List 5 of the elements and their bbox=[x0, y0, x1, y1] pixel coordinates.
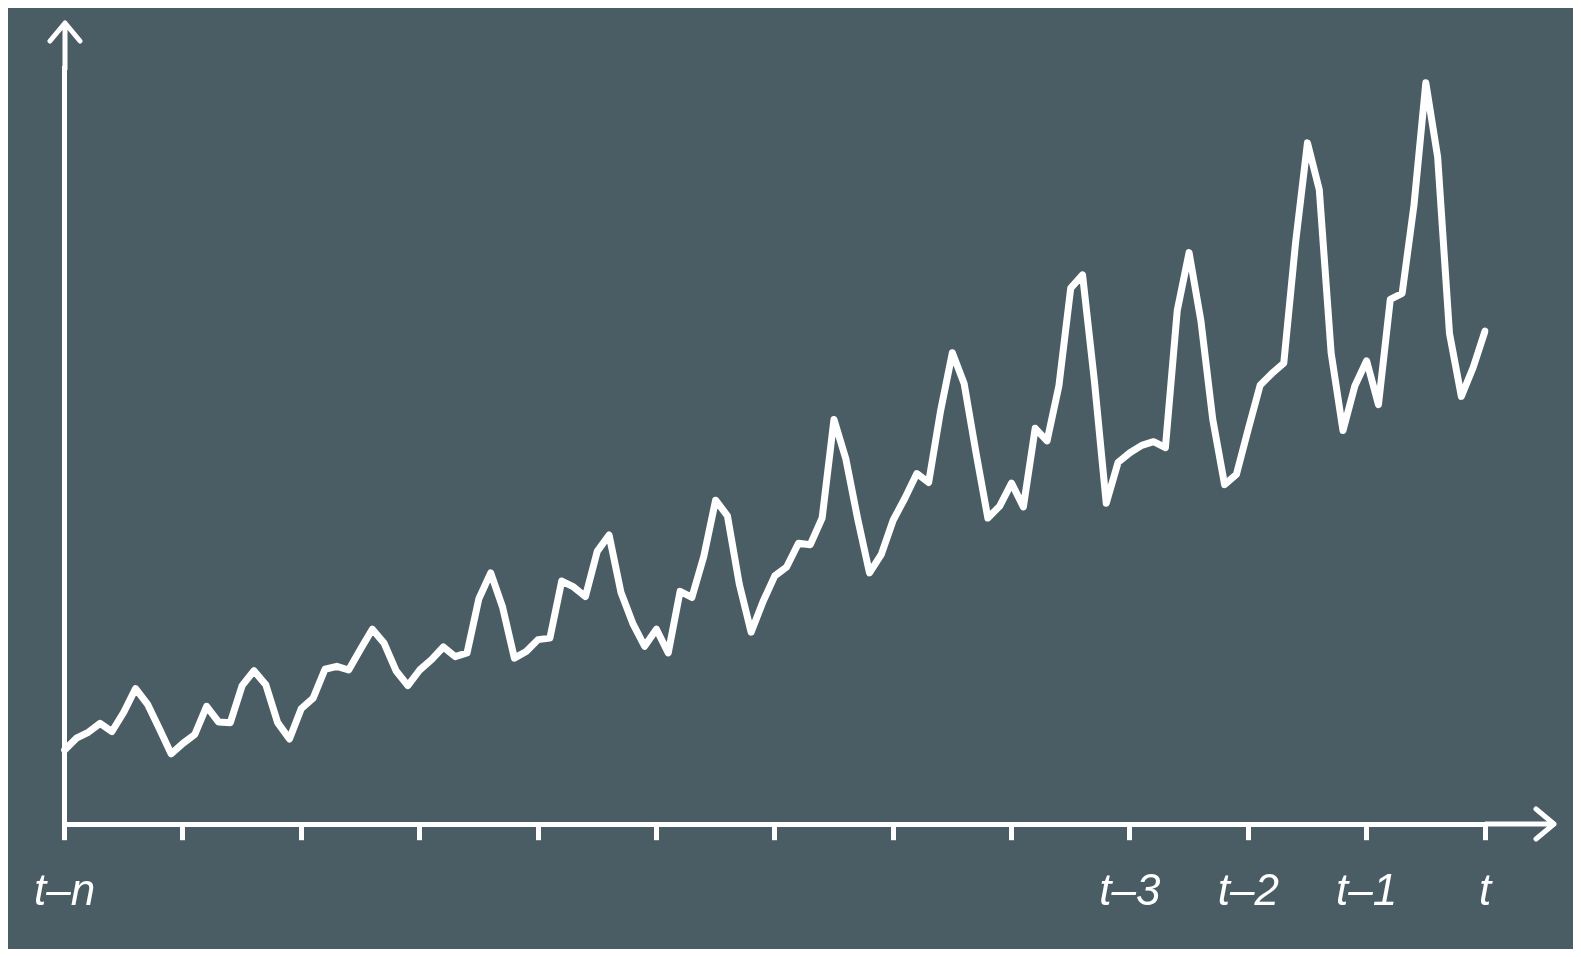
x-tick-label: t–1 bbox=[1336, 864, 1398, 914]
x-tick-label: t–3 bbox=[1099, 864, 1162, 914]
x-tick-label: t bbox=[1478, 864, 1493, 914]
x-tick-label: t–n bbox=[34, 864, 96, 914]
x-tick-label: t–2 bbox=[1217, 864, 1279, 914]
